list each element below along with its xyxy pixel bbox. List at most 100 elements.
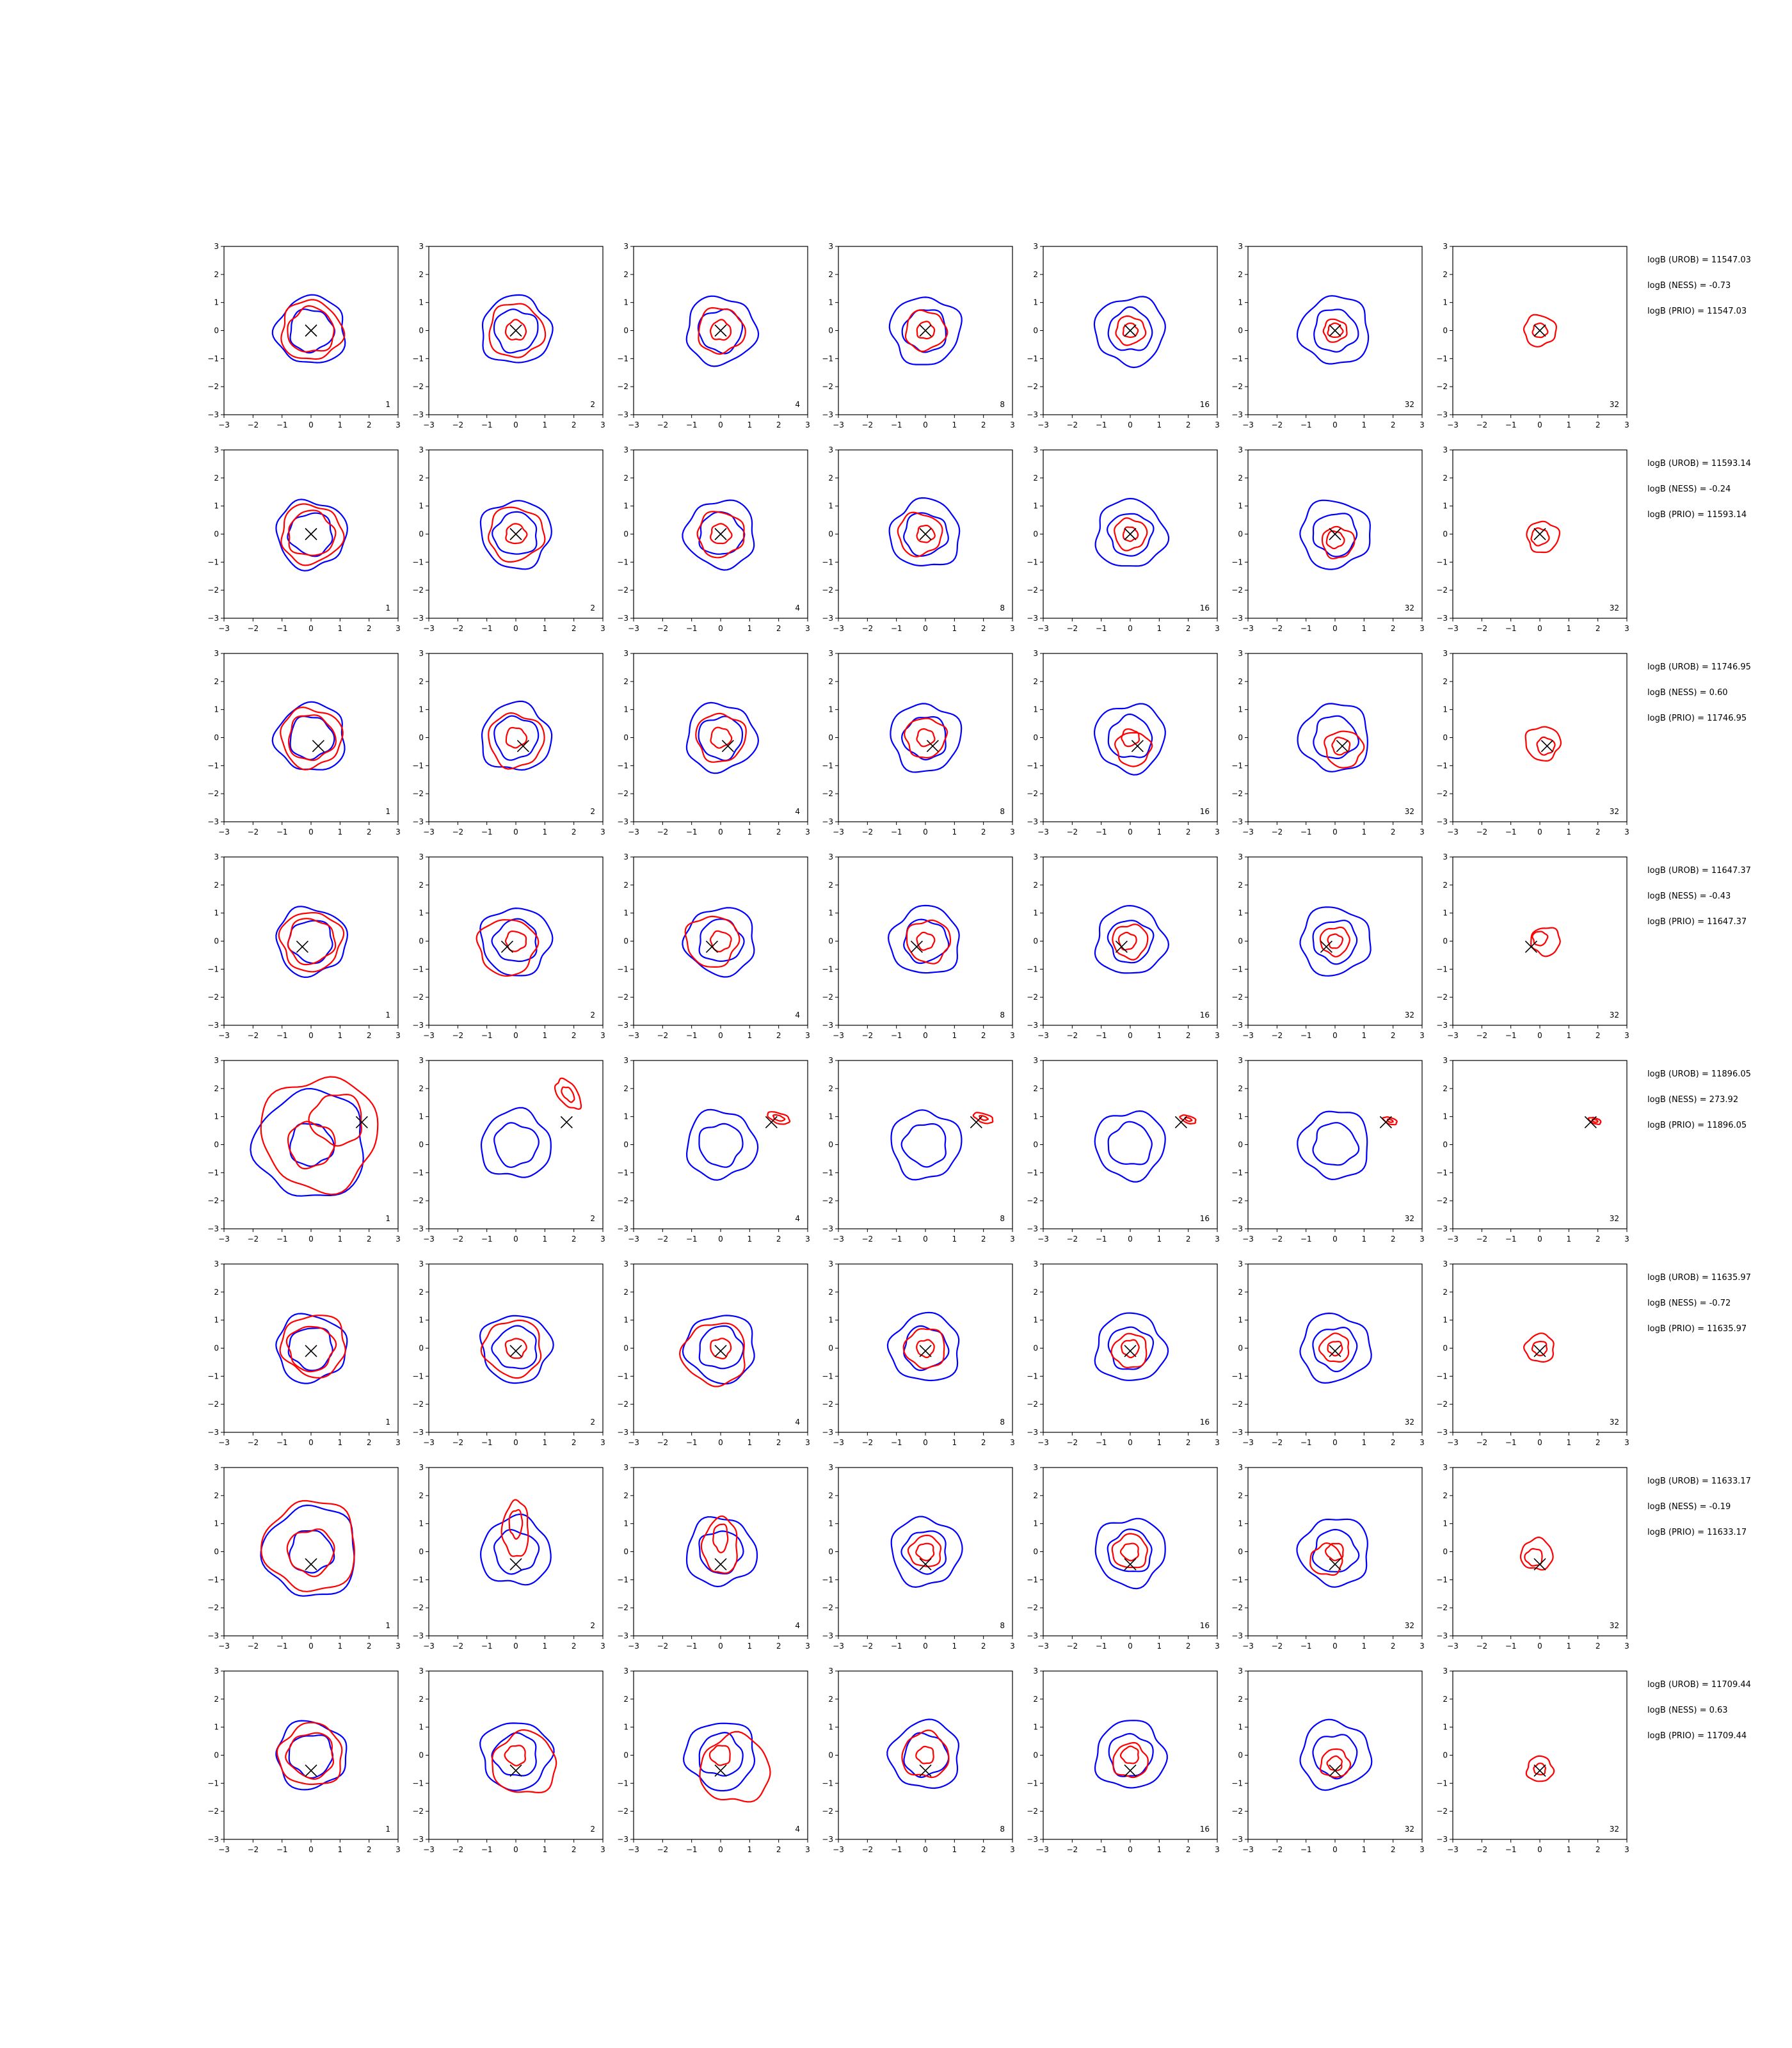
reference-contour	[1311, 1528, 1360, 1572]
x-tick-label: −1	[891, 828, 902, 836]
x-tick-label: 2	[1391, 420, 1396, 429]
y-tick-label: 3	[419, 1463, 424, 1472]
stat-text: logB (NESS) = -0.43	[1647, 892, 1731, 901]
posterior-contour	[1327, 1341, 1343, 1357]
y-tick-label: 1	[419, 1723, 424, 1732]
panel-label: 8	[1000, 1214, 1005, 1223]
axes-frame	[1247, 856, 1423, 1026]
y-tick-label: −1	[1436, 761, 1448, 770]
y-tick-label: 1	[1238, 1112, 1243, 1121]
x-tick-label: 3	[1420, 1235, 1425, 1244]
x-tick-label: −3	[833, 1642, 844, 1651]
x-tick-label: 3	[1010, 1642, 1015, 1651]
x-tick-label: 3	[396, 624, 401, 633]
x-tick-label: −3	[423, 1642, 435, 1651]
truth-marker	[1124, 324, 1137, 337]
y-tick-label: 3	[419, 1056, 424, 1065]
contour-layer	[275, 906, 349, 979]
stat-text: logB (NESS) = -0.73	[1647, 281, 1731, 291]
x-tick-label: 2	[1596, 420, 1601, 429]
posterior-contour	[260, 1500, 355, 1592]
y-tick-label: 0	[214, 1751, 219, 1760]
y-tick-label: 0	[623, 530, 628, 539]
posterior-contour	[712, 1523, 729, 1553]
reference-contour	[480, 1107, 552, 1178]
reference-contour	[1312, 920, 1358, 965]
y-tick-label: 3	[214, 1260, 219, 1268]
x-tick-label: 1	[543, 1031, 548, 1040]
panel-label: 16	[1200, 1418, 1210, 1427]
y-tick-label: −2	[617, 1196, 628, 1205]
y-tick-label: 0	[1238, 1751, 1243, 1760]
y-tick-label: 0	[828, 530, 833, 539]
y-tick-label: −1	[1436, 354, 1448, 363]
x-tick-label: 1	[543, 1642, 548, 1651]
y-tick-label: −3	[617, 614, 628, 623]
x-tick-label: −1	[686, 1235, 698, 1244]
x-tick-label: −1	[276, 420, 288, 429]
panel-label: 32	[1610, 1621, 1619, 1630]
x-tick-label: −1	[1300, 1845, 1312, 1854]
x-tick-label: −3	[1242, 420, 1254, 429]
y-tick-label: 2	[1238, 1084, 1243, 1093]
x-tick-label: −2	[1476, 1845, 1487, 1854]
stat-text: logB (PRIO) = 11633.17	[1647, 1528, 1747, 1537]
x-tick-label: 3	[1624, 1235, 1629, 1244]
posterior-contour	[1325, 530, 1345, 550]
reference-contour	[1107, 920, 1155, 964]
x-tick-label: −1	[686, 1642, 698, 1651]
subplot-r6-c3: −3−3 −2 −2 −1 −1 0 0 1 1 2 2 3 3 4	[617, 1260, 810, 1447]
x-tick-label: −2	[452, 1235, 463, 1244]
stat-text: logB (PRIO) = 11547.03	[1647, 307, 1747, 316]
posterior-contour	[767, 1111, 791, 1125]
subplot-r8-c3: −3−3 −2 −2 −1 −1 0 0 1 1 2 2 3 3 4	[617, 1667, 810, 1854]
y-tick-label: −2	[617, 1400, 628, 1409]
y-tick-label: −3	[1027, 614, 1038, 623]
x-tick-label: 1	[1567, 624, 1572, 633]
posterior-contour	[285, 1732, 335, 1780]
y-tick-label: −1	[412, 1372, 424, 1380]
panel-label: 32	[1405, 1418, 1414, 1427]
y-tick-label: −2	[822, 1603, 833, 1612]
x-tick-label: 1	[1157, 828, 1162, 836]
axes-frame	[223, 653, 399, 822]
posterior-contour	[488, 506, 546, 563]
y-tick-label: −3	[1436, 1631, 1448, 1640]
y-tick-label: 1	[1033, 1519, 1038, 1528]
x-tick-label: 3	[805, 1438, 810, 1447]
y-tick-label: −1	[822, 1779, 833, 1788]
y-tick-label: −2	[1231, 789, 1243, 798]
x-tick-label: −2	[861, 1031, 873, 1040]
y-tick-label: −1	[617, 1575, 628, 1584]
y-tick-label: 3	[419, 852, 424, 861]
panel-label: 2	[590, 807, 595, 816]
subplot-r1-c2: −3−3 −2 −2 −1 −1 0 0 1 1 2 2 3 3 2	[412, 242, 605, 429]
subplot-r3-c5: −3 −3 −2 −2 −1 −1 0 0 1 1 2 2 3 3 16	[1027, 649, 1220, 836]
posterior-contour	[904, 309, 948, 353]
truth-marker	[970, 1116, 982, 1128]
posterior-contour	[287, 1121, 336, 1170]
x-tick-label: 1	[338, 828, 343, 836]
subplot-r7-c7: −3 −3 −2 −2 −1 −1 0 0 1 1 2 2 3 3 32	[1436, 1463, 1629, 1651]
stat-text: logB (NESS) = 0.60	[1647, 688, 1728, 698]
x-tick-label: −2	[1066, 624, 1078, 633]
x-tick-label: −2	[1066, 1845, 1078, 1854]
reference-contour	[289, 1530, 335, 1574]
contour-layer	[1296, 295, 1370, 365]
x-tick-label: −3	[423, 420, 435, 429]
x-tick-label: −2	[452, 1031, 463, 1040]
posterior-contour	[772, 1114, 786, 1122]
y-tick-label: 2	[623, 1695, 628, 1704]
truth-marker	[926, 740, 939, 753]
x-tick-label: 2	[572, 828, 577, 836]
x-tick-label: 0	[1537, 1031, 1542, 1040]
posterior-contour	[308, 1093, 362, 1147]
x-tick-label: −1	[276, 1642, 288, 1651]
y-tick-label: 0	[623, 937, 628, 946]
x-tick-label: 1	[952, 624, 957, 633]
x-tick-label: −1	[1300, 420, 1312, 429]
x-tick-label: 3	[1624, 624, 1629, 633]
y-tick-label: 2	[1443, 881, 1448, 890]
x-tick-label: 3	[1215, 1642, 1220, 1651]
y-tick-label: −1	[1027, 1575, 1038, 1584]
